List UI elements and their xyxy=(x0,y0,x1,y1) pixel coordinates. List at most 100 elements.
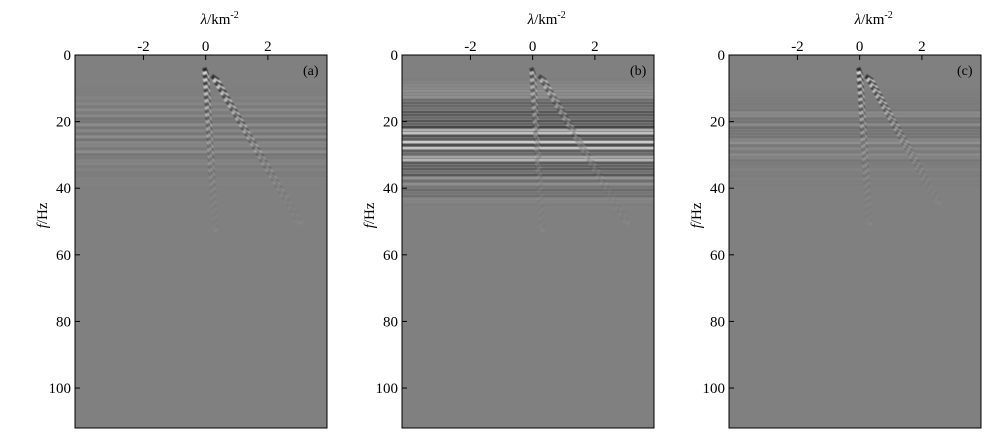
noise-band xyxy=(729,102,981,105)
panel-c-ylabel: f/Hz xyxy=(689,202,705,228)
noise-band xyxy=(75,94,327,96)
panel-a-ytick: 20 xyxy=(56,115,71,131)
panel-b-ytick: 0 xyxy=(391,48,399,64)
noise-band xyxy=(402,128,654,132)
panel-c-xlabel: λ/km-2 xyxy=(854,10,893,28)
panel-c-image xyxy=(729,55,981,428)
noise-band xyxy=(402,131,654,135)
noise-band xyxy=(402,83,654,87)
noise-band xyxy=(729,169,981,171)
noise-band xyxy=(729,123,981,126)
noise-band xyxy=(75,129,327,132)
panel-background xyxy=(75,55,327,428)
panel-b-ytick: 80 xyxy=(383,314,398,330)
noise-band xyxy=(75,172,327,174)
noise-band xyxy=(729,106,981,108)
noise-band xyxy=(729,120,981,123)
panel-a-label: (a) xyxy=(303,64,319,79)
panel-b-xtick: 0 xyxy=(529,39,537,55)
noise-band xyxy=(729,162,981,165)
panel-b-label: (b) xyxy=(630,64,647,79)
noise-band xyxy=(402,143,654,147)
noise-band xyxy=(75,91,327,93)
panel-b-xtick: 2 xyxy=(591,39,599,55)
panel-a-xtick: 2 xyxy=(264,39,272,55)
noise-band xyxy=(729,175,981,177)
noise-band xyxy=(402,149,654,153)
noise-band xyxy=(402,191,654,195)
noise-band xyxy=(729,178,981,180)
noise-band xyxy=(729,132,981,135)
noise-band xyxy=(75,108,327,111)
noise-band xyxy=(75,85,327,87)
noise-band xyxy=(729,126,981,129)
noise-band xyxy=(402,89,654,93)
noise-band xyxy=(402,125,654,129)
panel-b-ytick: 40 xyxy=(383,181,398,197)
panel-b-ytick: 20 xyxy=(383,115,398,131)
panel-b-xlabel: λ/km-2 xyxy=(527,10,566,28)
noise-band xyxy=(75,150,327,153)
noise-band xyxy=(402,95,654,99)
noise-band xyxy=(75,138,327,141)
noise-band xyxy=(729,108,981,111)
noise-band xyxy=(729,91,981,93)
noise-band xyxy=(75,178,327,180)
noise-band xyxy=(402,164,654,168)
panel-b-ytick: 60 xyxy=(383,248,398,264)
panel-c-xtick: 0 xyxy=(856,39,864,55)
noise-band xyxy=(729,144,981,147)
noise-band xyxy=(75,169,327,171)
noise-band xyxy=(75,156,327,159)
panel-c-ytick: 100 xyxy=(703,381,726,397)
noise-band xyxy=(729,100,981,102)
panel-c-y-ticks: 0 20 40 60 80 100 xyxy=(703,48,726,397)
noise-band xyxy=(75,123,327,126)
event-stripe xyxy=(865,217,873,227)
noise-band xyxy=(729,153,981,156)
event-stripe xyxy=(294,217,304,226)
noise-band xyxy=(402,110,654,114)
noise-band xyxy=(75,126,327,129)
panel-c-ytick: 60 xyxy=(710,248,725,264)
panel-b: (b) λ/km-2 f/Hz -2 0 2 0 20 40 60 80 100 xyxy=(362,10,655,429)
panel-a-xtick: -2 xyxy=(137,39,150,55)
panel-a: (a) λ/km-2 f/Hz -2 0 2 0 20 40 60 80 100 xyxy=(35,10,328,429)
noise-band xyxy=(402,122,654,126)
noise-band xyxy=(75,117,327,120)
panel-a-xlabel: λ/km-2 xyxy=(200,10,239,28)
noise-band xyxy=(729,111,981,114)
noise-band xyxy=(75,160,327,162)
panel-c-x-ticks: -2 0 2 xyxy=(791,39,925,55)
panel-a-image xyxy=(75,55,327,428)
noise-band xyxy=(402,179,654,183)
noise-band xyxy=(402,155,654,159)
noise-band xyxy=(75,97,327,99)
noise-band xyxy=(402,101,654,105)
noise-band xyxy=(75,184,327,186)
noise-band xyxy=(402,104,654,108)
panel-a-frame xyxy=(74,54,328,429)
noise-band xyxy=(402,134,654,138)
noise-band xyxy=(402,81,654,83)
noise-band xyxy=(729,114,981,117)
noise-band xyxy=(402,113,654,117)
noise-band xyxy=(75,181,327,183)
noise-band xyxy=(75,187,327,189)
noise-band xyxy=(75,165,327,168)
noise-band xyxy=(729,141,981,144)
panel-c-xtick: 2 xyxy=(918,39,926,55)
noise-band xyxy=(729,159,981,162)
noise-band xyxy=(402,98,654,102)
noise-band xyxy=(402,176,654,180)
panel-a-ylabel: f/Hz xyxy=(35,202,51,228)
panel-b-image xyxy=(402,55,654,428)
panel-b-x-ticks: -2 0 2 xyxy=(464,39,598,55)
noise-band xyxy=(75,132,327,135)
noise-band xyxy=(402,146,654,150)
noise-band xyxy=(75,141,327,144)
panel-c-frame xyxy=(728,54,982,429)
panel-a-y-ticks: 0 20 40 60 80 100 xyxy=(49,48,72,397)
noise-band xyxy=(729,147,981,150)
noise-band xyxy=(402,107,654,111)
